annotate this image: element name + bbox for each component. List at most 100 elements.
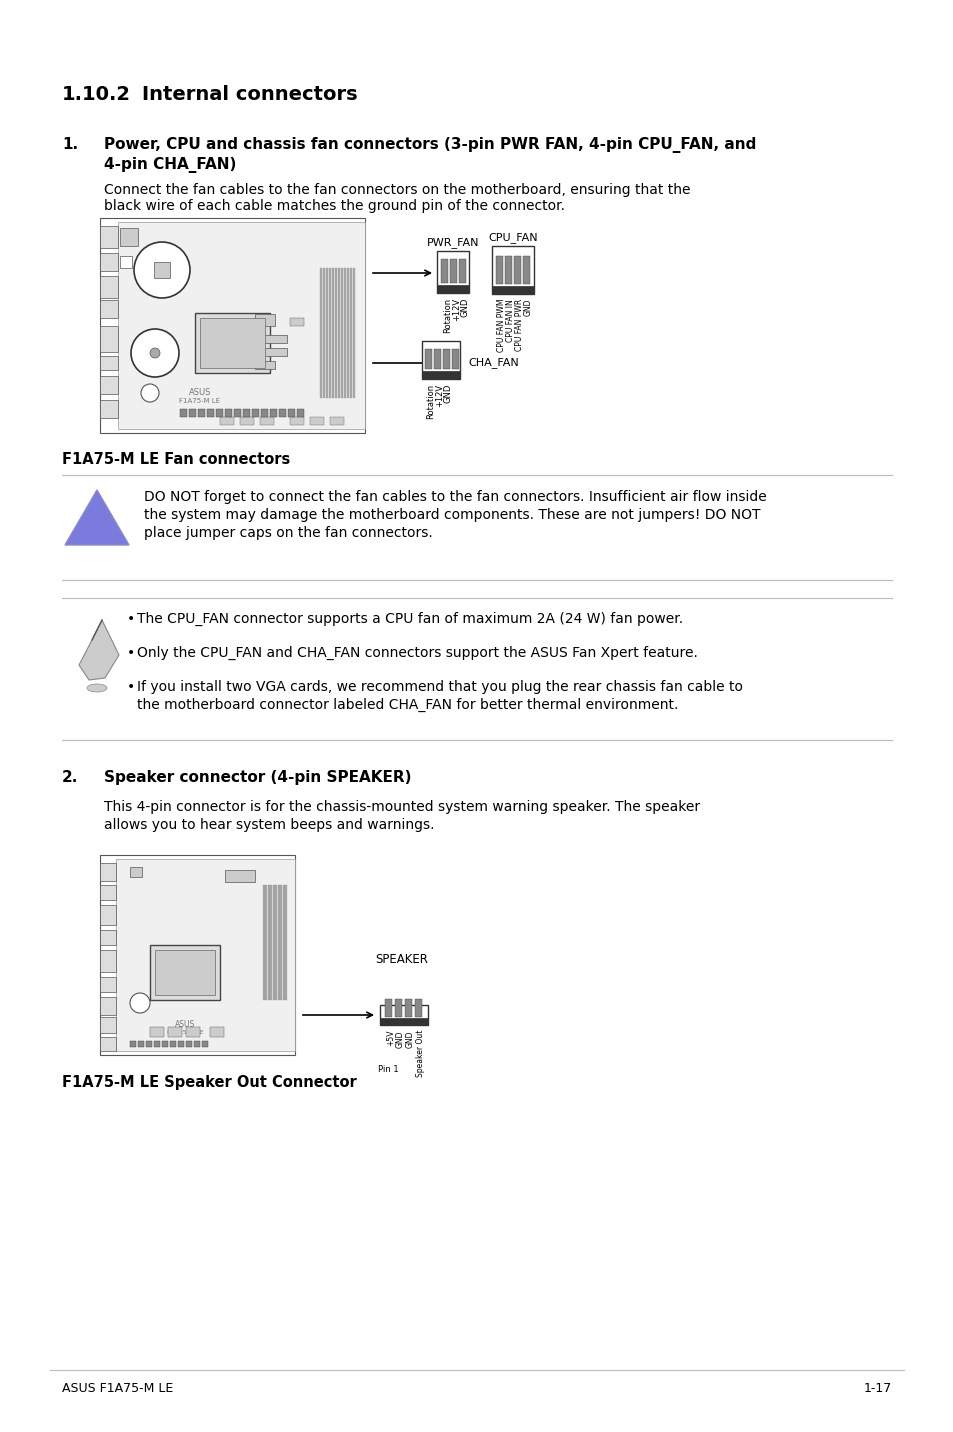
Text: DO NOT forget to connect the fan cables to the fan connectors. Insufficient air : DO NOT forget to connect the fan cables … <box>144 490 766 504</box>
Bar <box>153 262 170 278</box>
Bar <box>178 1041 184 1047</box>
Polygon shape <box>65 490 129 546</box>
Bar <box>268 885 270 1000</box>
Text: the motherboard connector labeled CHA_FAN for better thermal environment.: the motherboard connector labeled CHA_FA… <box>137 697 678 712</box>
Ellipse shape <box>87 684 107 692</box>
Bar <box>271 885 273 1000</box>
Bar <box>100 299 118 318</box>
Text: Speaker Out: Speaker Out <box>416 1030 424 1077</box>
Bar <box>162 1041 168 1047</box>
Bar <box>319 268 322 398</box>
Bar <box>263 885 265 1000</box>
Bar <box>130 1041 136 1047</box>
Bar <box>153 1041 160 1047</box>
Bar <box>310 417 324 425</box>
Bar <box>326 268 328 398</box>
Bar <box>100 377 118 394</box>
Bar <box>254 348 287 357</box>
Bar <box>275 885 277 1000</box>
Bar <box>100 949 116 972</box>
Bar <box>261 410 268 417</box>
Text: 1-17: 1-17 <box>862 1382 891 1395</box>
Bar <box>100 863 116 881</box>
Bar <box>278 410 286 417</box>
Bar <box>415 1000 421 1017</box>
Bar <box>434 349 440 369</box>
Text: F1A75-M LE Speaker Out Connector: F1A75-M LE Speaker Out Connector <box>62 1075 356 1090</box>
Bar <box>496 256 502 284</box>
Text: GND: GND <box>523 299 533 316</box>
Text: 1.10.2: 1.10.2 <box>62 84 131 105</box>
Bar <box>442 349 450 369</box>
Text: The CPU_FAN connector supports a CPU fan of maximum 2A (24 W) fan power.: The CPU_FAN connector supports a CPU fan… <box>137 611 682 626</box>
Bar <box>207 410 213 417</box>
Bar <box>252 410 258 417</box>
Bar <box>347 268 349 398</box>
Bar <box>180 410 187 417</box>
Bar <box>265 885 267 1000</box>
Bar <box>270 410 276 417</box>
Bar <box>285 885 287 1000</box>
Text: ASUS: ASUS <box>174 1020 195 1030</box>
Bar <box>130 866 142 876</box>
Bar <box>150 1027 164 1037</box>
Bar <box>436 285 469 294</box>
Bar <box>120 256 132 268</box>
Bar <box>193 1041 200 1047</box>
Circle shape <box>141 384 159 402</box>
Bar <box>170 1041 175 1047</box>
Bar <box>492 246 534 294</box>
Text: 1.: 1. <box>62 137 78 152</box>
Text: CPU FAN IN: CPU FAN IN <box>505 299 515 342</box>
Text: !: ! <box>91 513 103 540</box>
Bar <box>240 417 253 425</box>
Bar <box>436 251 469 294</box>
Bar <box>120 228 138 246</box>
Bar <box>337 268 339 398</box>
Text: allows you to hear system beeps and warnings.: allows you to hear system beeps and warn… <box>104 818 434 832</box>
Text: a: a <box>126 261 130 266</box>
Bar <box>154 949 214 995</box>
Bar <box>522 256 530 284</box>
Text: the system may damage the motherboard components. These are not jumpers! DO NOT: the system may damage the motherboard co… <box>144 508 760 523</box>
Bar <box>273 885 274 1000</box>
Bar <box>100 997 116 1015</box>
Bar <box>353 268 355 398</box>
Bar <box>198 410 205 417</box>
Text: •: • <box>127 680 135 695</box>
Text: CPU_FAN: CPU_FAN <box>488 232 537 243</box>
Bar <box>350 268 352 398</box>
Bar <box>492 286 534 294</box>
Bar <box>100 1017 116 1032</box>
Bar <box>424 349 432 369</box>
Polygon shape <box>79 620 119 680</box>
Bar <box>118 222 365 430</box>
Bar <box>168 1027 182 1037</box>
Bar <box>254 335 287 344</box>
Bar <box>100 218 365 432</box>
Text: SPEAKER: SPEAKER <box>375 954 428 967</box>
Text: GND: GND <box>460 298 470 318</box>
Bar <box>100 929 116 945</box>
Text: a: a <box>136 874 139 878</box>
Bar <box>405 1000 412 1017</box>
Bar <box>254 314 274 326</box>
Bar <box>100 1037 116 1051</box>
Bar <box>280 885 282 1000</box>
Bar <box>379 1018 428 1025</box>
Text: Pin 1: Pin 1 <box>377 1065 398 1074</box>
Bar <box>186 1027 200 1037</box>
Text: Only the CPU_FAN and CHA_FAN connectors support the ASUS Fan Xpert feature.: Only the CPU_FAN and CHA_FAN connectors … <box>137 646 698 660</box>
Bar <box>395 1000 401 1017</box>
Text: This 4-pin connector is for the chassis-mounted system warning speaker. The spea: This 4-pin connector is for the chassis-… <box>104 800 700 813</box>
Bar <box>283 885 285 1000</box>
Bar <box>243 410 250 417</box>
Bar <box>330 417 344 425</box>
Bar <box>323 268 325 398</box>
Bar <box>260 417 274 425</box>
Bar <box>335 268 336 398</box>
Bar <box>194 314 270 372</box>
Circle shape <box>130 992 150 1012</box>
Bar <box>450 259 456 284</box>
Circle shape <box>131 329 179 377</box>
